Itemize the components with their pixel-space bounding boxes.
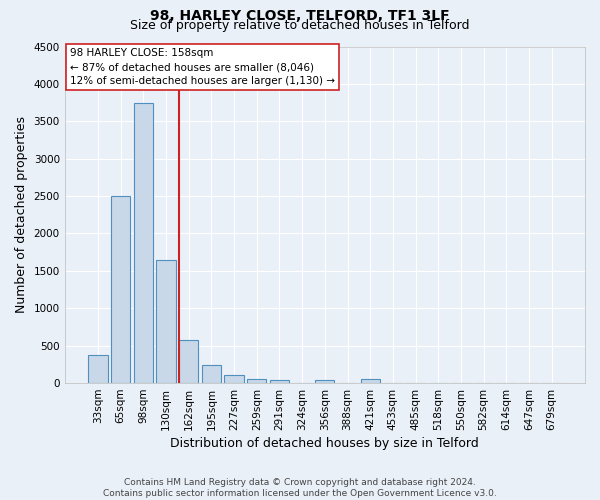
Bar bbox=[224, 375, 244, 383]
Bar bbox=[270, 380, 289, 383]
Text: 98 HARLEY CLOSE: 158sqm
← 87% of detached houses are smaller (8,046)
12% of semi: 98 HARLEY CLOSE: 158sqm ← 87% of detache… bbox=[70, 48, 335, 86]
Bar bbox=[134, 102, 153, 383]
Bar bbox=[179, 340, 199, 383]
Bar bbox=[202, 365, 221, 383]
Bar bbox=[157, 260, 176, 383]
Bar bbox=[111, 196, 130, 383]
Bar bbox=[315, 380, 334, 383]
Bar bbox=[361, 379, 380, 383]
Text: Size of property relative to detached houses in Telford: Size of property relative to detached ho… bbox=[130, 19, 470, 32]
Text: Contains HM Land Registry data © Crown copyright and database right 2024.
Contai: Contains HM Land Registry data © Crown c… bbox=[103, 478, 497, 498]
Bar bbox=[88, 355, 107, 383]
Text: 98, HARLEY CLOSE, TELFORD, TF1 3LF: 98, HARLEY CLOSE, TELFORD, TF1 3LF bbox=[150, 9, 450, 23]
X-axis label: Distribution of detached houses by size in Telford: Distribution of detached houses by size … bbox=[170, 437, 479, 450]
Y-axis label: Number of detached properties: Number of detached properties bbox=[15, 116, 28, 314]
Bar bbox=[247, 378, 266, 383]
